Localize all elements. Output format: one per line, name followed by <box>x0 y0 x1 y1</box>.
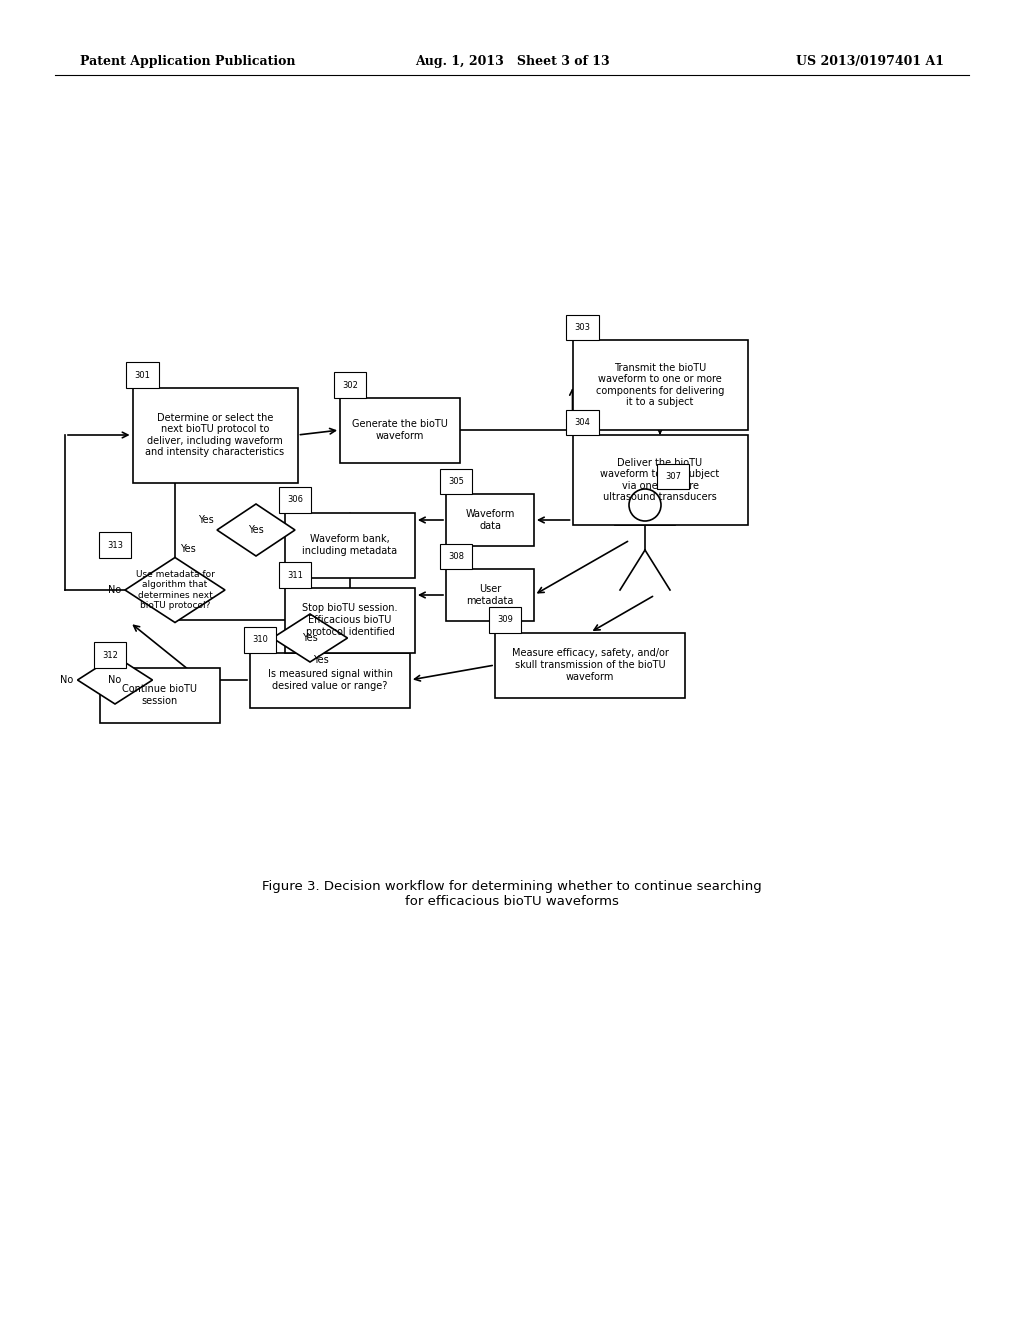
Text: Use metadata for
algorithm that
determines next
bioTU protocol?: Use metadata for algorithm that determin… <box>135 570 214 610</box>
Text: Determine or select the
next bioTU protocol to
deliver, including waveform
and i: Determine or select the next bioTU proto… <box>145 413 285 458</box>
Bar <box>495 632 685 697</box>
Text: 311: 311 <box>287 570 303 579</box>
Polygon shape <box>272 614 347 663</box>
Text: 301: 301 <box>134 371 151 380</box>
Text: US 2013/0197401 A1: US 2013/0197401 A1 <box>796 55 944 69</box>
Text: Transmit the bioTU
waveform to one or more
components for delivering
it to a sub: Transmit the bioTU waveform to one or mo… <box>596 363 724 408</box>
Bar <box>285 587 415 652</box>
Text: Measure efficacy, safety, and/or
skull transmission of the bioTU
waveform: Measure efficacy, safety, and/or skull t… <box>512 648 669 681</box>
Text: Stop bioTU session.
Efficacious bioTU
protocol identified: Stop bioTU session. Efficacious bioTU pr… <box>302 603 397 636</box>
Text: 310: 310 <box>252 635 268 644</box>
Text: Waveform
data: Waveform data <box>465 510 515 531</box>
Text: 308: 308 <box>449 552 464 561</box>
Text: 304: 304 <box>574 418 591 426</box>
Text: Is measured signal within
desired value or range?: Is measured signal within desired value … <box>267 669 392 690</box>
Text: Waveform bank,
including metadata: Waveform bank, including metadata <box>302 535 397 556</box>
Text: Continue bioTU
session: Continue bioTU session <box>123 684 198 706</box>
Text: 303: 303 <box>574 323 591 333</box>
Text: 312: 312 <box>102 651 118 660</box>
Text: Generate the bioTU
waveform: Generate the bioTU waveform <box>352 420 447 441</box>
Text: No: No <box>60 675 74 685</box>
Polygon shape <box>78 656 153 704</box>
Bar <box>340 397 460 462</box>
Polygon shape <box>217 504 295 556</box>
Text: Yes: Yes <box>180 544 196 553</box>
Text: User
metadata: User metadata <box>466 585 514 606</box>
Text: Figure 3. Decision workflow for determining whether to continue searching
for ef: Figure 3. Decision workflow for determin… <box>262 880 762 908</box>
Text: Yes: Yes <box>302 634 317 643</box>
Text: 306: 306 <box>287 495 303 504</box>
Text: Yes: Yes <box>199 515 214 525</box>
Text: 309: 309 <box>497 615 513 624</box>
Text: 313: 313 <box>106 540 123 549</box>
Text: Yes: Yes <box>313 655 329 665</box>
Bar <box>132 388 298 483</box>
Bar <box>285 512 415 578</box>
Text: 307: 307 <box>665 473 681 480</box>
Text: 302: 302 <box>342 380 357 389</box>
Text: Yes: Yes <box>248 525 264 535</box>
Text: No: No <box>108 585 121 595</box>
Text: Patent Application Publication: Patent Application Publication <box>80 55 296 69</box>
Polygon shape <box>125 557 225 623</box>
Bar <box>250 652 410 708</box>
Bar <box>446 569 534 620</box>
Bar <box>100 668 220 722</box>
Bar <box>446 494 534 546</box>
Text: Aug. 1, 2013   Sheet 3 of 13: Aug. 1, 2013 Sheet 3 of 13 <box>415 55 609 69</box>
Bar <box>572 436 748 525</box>
Text: No: No <box>109 675 122 685</box>
Bar <box>572 341 748 430</box>
Text: Deliver the bioTU
waveform to the subject
via one or more
ultrasound transducers: Deliver the bioTU waveform to the subjec… <box>600 458 720 503</box>
Text: 305: 305 <box>449 477 464 486</box>
